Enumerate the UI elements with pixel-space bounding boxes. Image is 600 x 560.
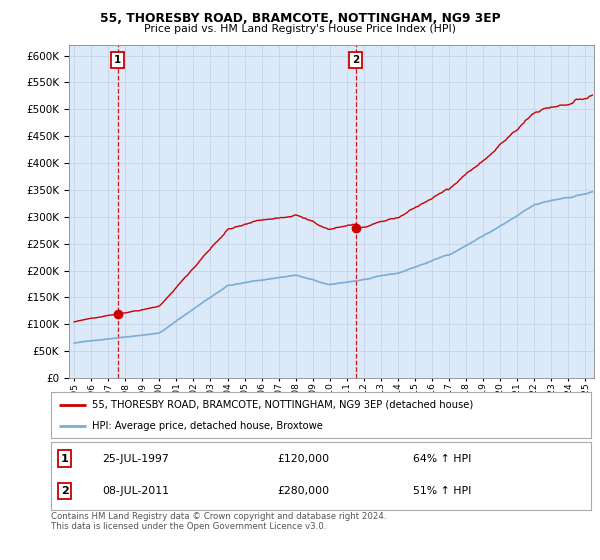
Text: Price paid vs. HM Land Registry's House Price Index (HPI): Price paid vs. HM Land Registry's House …	[144, 24, 456, 34]
Text: 1: 1	[61, 454, 68, 464]
Text: £280,000: £280,000	[278, 486, 330, 496]
Text: 55, THORESBY ROAD, BRAMCOTE, NOTTINGHAM, NG9 3EP (detached house): 55, THORESBY ROAD, BRAMCOTE, NOTTINGHAM,…	[91, 400, 473, 410]
Text: 08-JUL-2011: 08-JUL-2011	[103, 486, 169, 496]
Text: £120,000: £120,000	[278, 454, 330, 464]
Text: 51% ↑ HPI: 51% ↑ HPI	[413, 486, 471, 496]
Text: 25-JUL-1997: 25-JUL-1997	[103, 454, 169, 464]
Text: 64% ↑ HPI: 64% ↑ HPI	[413, 454, 471, 464]
Text: 55, THORESBY ROAD, BRAMCOTE, NOTTINGHAM, NG9 3EP: 55, THORESBY ROAD, BRAMCOTE, NOTTINGHAM,…	[100, 12, 500, 25]
Text: HPI: Average price, detached house, Broxtowe: HPI: Average price, detached house, Brox…	[91, 422, 322, 431]
Text: Contains HM Land Registry data © Crown copyright and database right 2024.
This d: Contains HM Land Registry data © Crown c…	[51, 512, 386, 531]
Text: 2: 2	[352, 55, 359, 65]
Text: 2: 2	[61, 486, 68, 496]
Text: 1: 1	[114, 55, 121, 65]
